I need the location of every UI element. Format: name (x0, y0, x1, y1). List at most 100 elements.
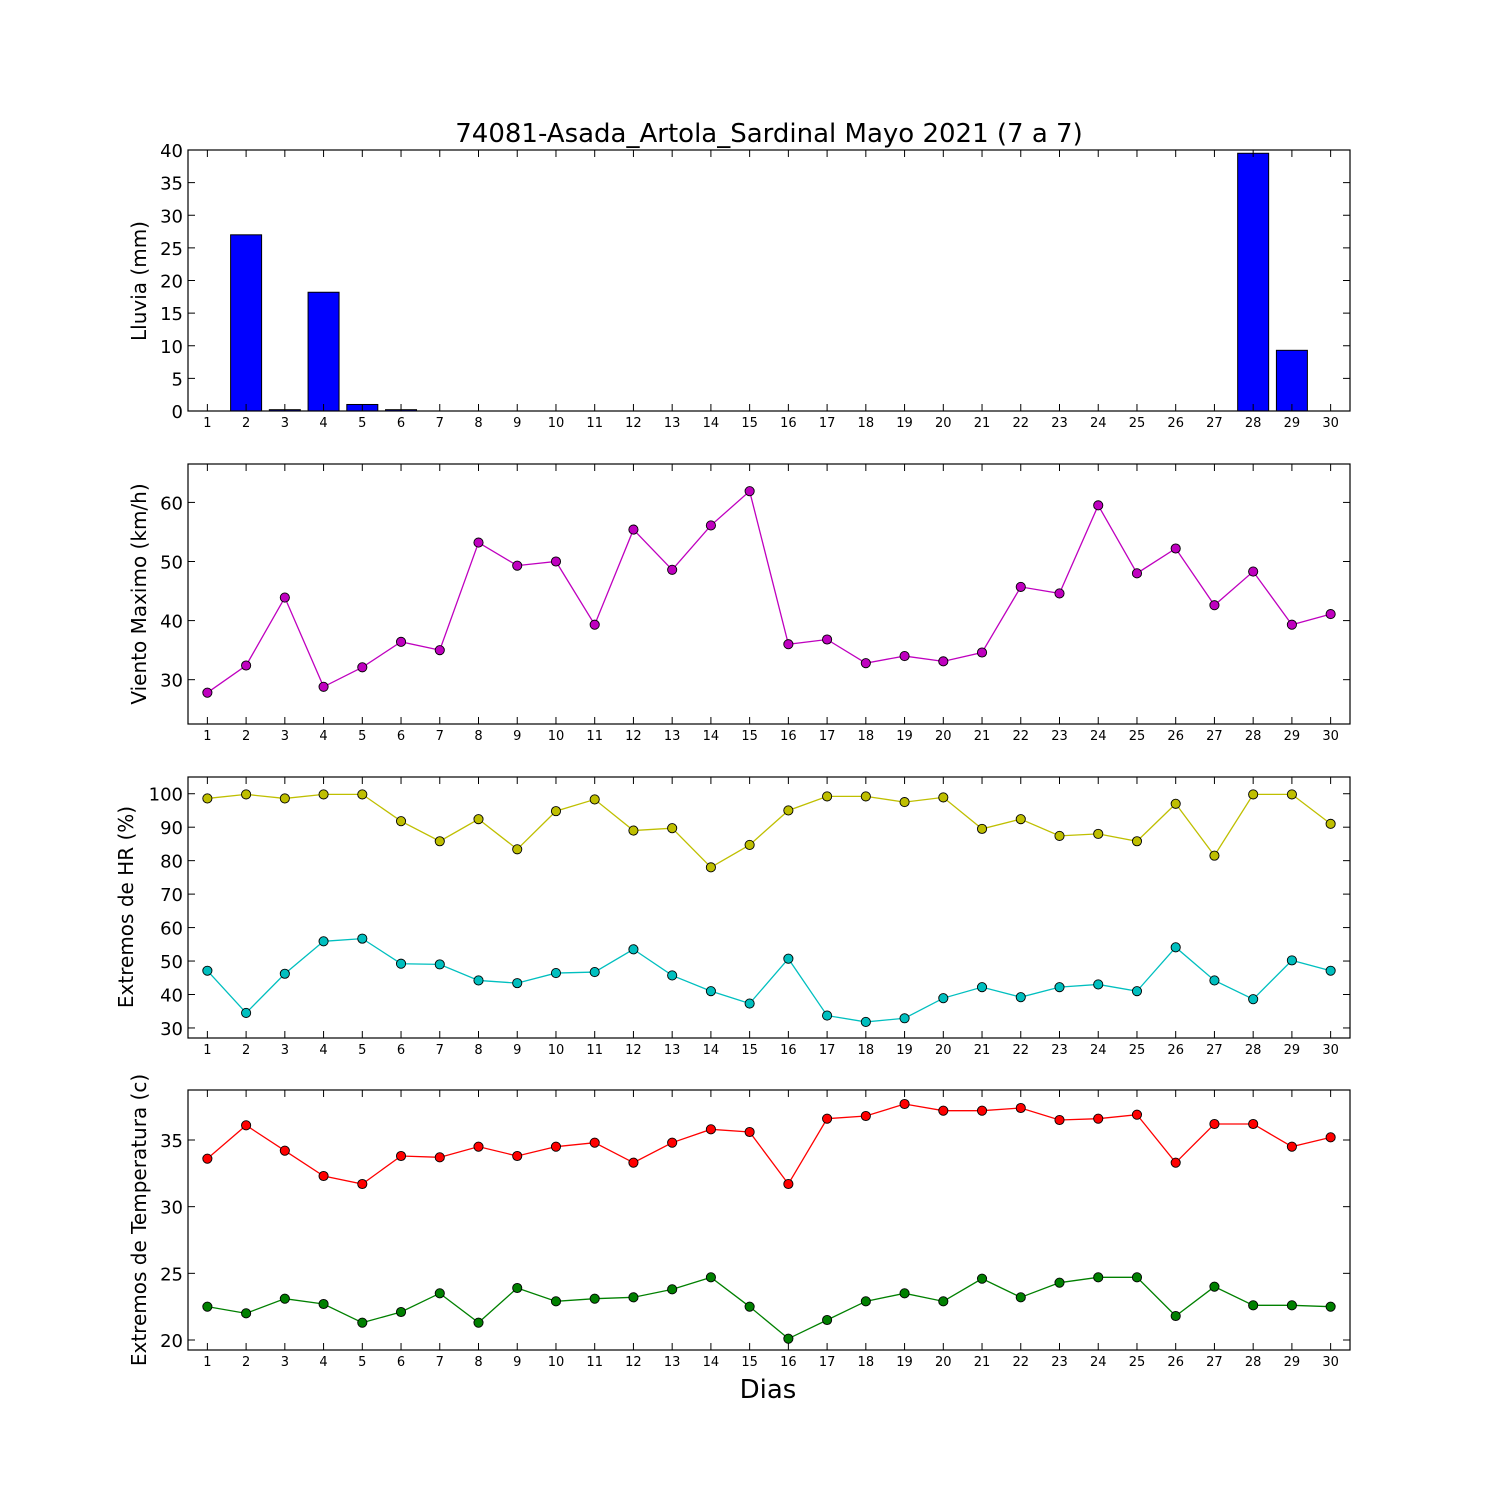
data-point-series-2-day-21 (976, 982, 988, 993)
x-tick-label: 20 (935, 729, 952, 744)
x-tick-label: 15 (741, 1355, 758, 1370)
x-tick-label: 26 (1167, 416, 1184, 431)
axes-frame (187, 776, 1351, 1039)
y-axis-label: Extremos de HR (%) (114, 806, 138, 1008)
data-point-series-2-day-28 (1248, 1300, 1259, 1311)
data-point-series-1-day-25 (1131, 836, 1143, 847)
data-point-series-2-day-30 (1325, 965, 1336, 976)
data-point-series-2-day-20 (938, 1296, 949, 1307)
x-tick-label: 8 (474, 416, 482, 431)
data-point-series-1-day-6 (395, 636, 407, 647)
data-point-series-1-day-19 (899, 1098, 910, 1110)
data-point-series-1-day-7 (434, 836, 445, 847)
data-point-series-1-day-13 (667, 1137, 678, 1148)
data-point-series-1-day-14 (705, 520, 716, 531)
data-point-series-1-day-14 (705, 862, 716, 873)
data-point-series-1-day-28 (1248, 566, 1259, 577)
x-tick-label: 7 (436, 1043, 444, 1058)
data-point-series-1-day-16 (783, 639, 794, 650)
data-point-series-2-day-7 (434, 1288, 445, 1299)
data-point-series-1-day-3 (279, 1145, 290, 1156)
data-point-series-1-day-25 (1131, 1109, 1143, 1120)
data-point-series-1-day-1 (202, 1153, 213, 1164)
y-tick-label: 20 (160, 1331, 183, 1352)
data-point-series-1-day-23 (1054, 588, 1065, 599)
x-tick-label: 21 (974, 416, 991, 431)
data-point-series-2-day-13 (667, 970, 678, 981)
data-point-series-1-day-28 (1248, 789, 1259, 800)
x-tick-label: 12 (625, 729, 642, 744)
data-point-series-2-day-30 (1325, 1301, 1336, 1312)
data-point-series-1-day-21 (976, 1105, 988, 1116)
data-point-series-2-day-10 (550, 1296, 562, 1307)
x-tick-label: 29 (1284, 729, 1301, 744)
x-tick-label: 29 (1284, 1355, 1301, 1370)
x-tick-label: 1 (203, 416, 211, 431)
x-tick-label: 23 (1051, 1355, 1068, 1370)
x-tick-label: 11 (586, 729, 603, 744)
x-tick-label: 30 (1322, 729, 1339, 744)
data-point-series-2-day-9 (512, 1282, 523, 1294)
series-line-2 (206, 937, 1331, 1023)
x-tick-label: 1 (203, 1355, 211, 1370)
data-point-series-1-day-10 (550, 1141, 562, 1152)
x-tick-label: 12 (625, 416, 642, 431)
x-tick-label: 27 (1206, 1043, 1223, 1058)
data-point-series-1-day-23 (1054, 830, 1065, 841)
x-tick-label: 13 (664, 416, 681, 431)
data-point-series-1-day-11 (589, 794, 600, 805)
data-point-series-2-day-22 (1015, 1292, 1026, 1303)
data-point-series-2-day-19 (899, 1288, 910, 1299)
data-point-series-2-day-12 (628, 944, 639, 955)
y-tick-label: 25 (160, 1264, 183, 1285)
x-tick-label: 24 (1090, 729, 1107, 744)
x-tick-label: 4 (319, 416, 327, 431)
data-point-series-1-day-6 (395, 816, 407, 827)
data-point-series-2-day-24 (1093, 1272, 1104, 1283)
y-tick-label: 35 (160, 174, 183, 195)
x-tick-label: 30 (1322, 416, 1339, 431)
data-point-series-2-day-2 (241, 1308, 252, 1319)
x-tick-label: 17 (819, 729, 836, 744)
y-tick-label: 35 (160, 1131, 183, 1152)
x-tick-label: 9 (513, 416, 521, 431)
y-tick-label: 60 (160, 493, 183, 514)
x-tick-label: 4 (319, 1043, 327, 1058)
data-point-series-2-day-27 (1209, 1281, 1220, 1292)
data-point-series-1-day-18 (860, 791, 871, 802)
data-point-series-1-day-27 (1209, 850, 1220, 861)
data-point-series-2-day-5 (357, 1317, 368, 1328)
data-point-series-2-day-5 (357, 933, 368, 944)
data-point-series-1-day-15 (744, 486, 755, 497)
x-tick-label: 8 (474, 729, 482, 744)
x-tick-label: 17 (819, 416, 836, 431)
x-tick-label: 6 (397, 1043, 405, 1058)
x-tick-label: 16 (780, 416, 797, 431)
data-point-series-2-day-1 (202, 965, 213, 976)
data-point-series-1-day-24 (1093, 1113, 1104, 1124)
data-point-series-1-day-6 (395, 1150, 407, 1162)
data-point-series-1-day-18 (860, 658, 871, 669)
data-point-series-2-day-27 (1209, 975, 1220, 986)
bar-day-29 (1275, 349, 1308, 412)
data-point-series-1-day-27 (1209, 1118, 1220, 1130)
x-tick-label: 8 (474, 1043, 482, 1058)
x-tick-label: 28 (1245, 729, 1262, 744)
x-tick-label: 29 (1284, 1043, 1301, 1058)
y-tick-label: 60 (160, 919, 183, 940)
data-point-series-2-day-24 (1093, 979, 1104, 990)
data-point-series-2-day-15 (744, 1301, 755, 1312)
x-tick-label: 10 (548, 1043, 565, 1058)
data-point-series-2-day-8 (473, 975, 484, 986)
data-point-series-2-day-25 (1131, 986, 1143, 997)
data-point-series-1-day-4 (318, 789, 329, 800)
data-point-series-2-day-26 (1170, 942, 1181, 953)
series-line-1 (206, 1103, 1331, 1186)
data-point-series-1-day-27 (1209, 600, 1220, 611)
x-tick-label: 15 (741, 1043, 758, 1058)
x-tick-label: 23 (1051, 416, 1068, 431)
x-tick-label: 4 (319, 1355, 327, 1370)
x-tick-label: 2 (242, 729, 250, 744)
